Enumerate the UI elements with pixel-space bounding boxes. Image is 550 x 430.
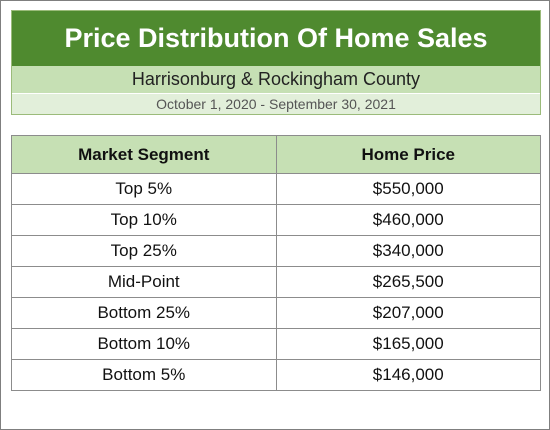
price-cell: $550,000 [275,173,541,205]
table-row: Top 5% $550,000 [11,173,541,205]
column-header-home-price: Home Price [275,135,541,174]
table-row: Top 25% $340,000 [11,235,541,267]
header-block: Price Distribution Of Home Sales Harriso… [11,10,541,115]
price-cell: $265,500 [275,266,541,298]
date-range: October 1, 2020 - September 30, 2021 [12,94,540,114]
price-table: Market Segment Home Price Top 5% $550,00… [11,135,541,391]
table-row: Top 10% $460,000 [11,204,541,236]
segment-cell: Top 5% [11,173,277,205]
price-cell: $146,000 [275,359,541,391]
column-header-market-segment: Market Segment [11,135,277,174]
segment-cell: Bottom 5% [11,359,277,391]
table-row: Bottom 5% $146,000 [11,359,541,391]
segment-cell: Bottom 10% [11,328,277,360]
table-row: Bottom 25% $207,000 [11,297,541,329]
segment-cell: Top 25% [11,235,277,267]
segment-cell: Mid-Point [11,266,277,298]
table-header-row: Market Segment Home Price [11,135,541,174]
page-title: Price Distribution Of Home Sales [12,11,540,66]
segment-cell: Top 10% [11,204,277,236]
price-cell: $460,000 [275,204,541,236]
table-row: Mid-Point $265,500 [11,266,541,298]
table-row: Bottom 10% $165,000 [11,328,541,360]
price-cell: $340,000 [275,235,541,267]
page-subtitle: Harrisonburg & Rockingham County [12,66,540,94]
price-cell: $165,000 [275,328,541,360]
segment-cell: Bottom 25% [11,297,277,329]
price-cell: $207,000 [275,297,541,329]
